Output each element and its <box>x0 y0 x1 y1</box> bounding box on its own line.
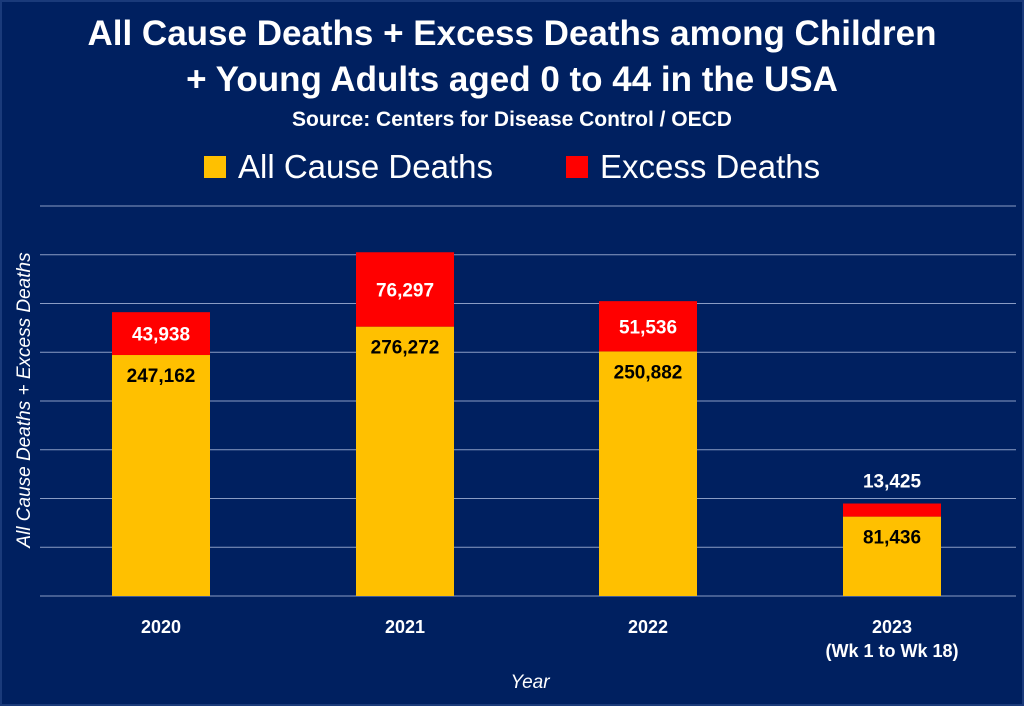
bar-excess-2021 <box>356 252 454 327</box>
data-label-all-cause-2022: 250,882 <box>614 362 683 383</box>
legend-label-excess: Excess Deaths <box>600 148 821 185</box>
chart-legend: All Cause Deaths Excess Deaths <box>0 148 1024 190</box>
x-tick-sublabel-2023: (Wk 1 to Wk 18) <box>825 641 958 661</box>
x-axis-label: Year <box>510 672 550 693</box>
x-tick-label-2020: 2020 <box>141 617 181 637</box>
legend-item-excess: Excess Deaths <box>566 148 820 186</box>
data-label-excess-2021: 76,297 <box>376 280 434 301</box>
bar-all-cause-2020 <box>112 355 210 596</box>
chart-title-line-1: All Cause Deaths + Excess Deaths among C… <box>87 14 937 53</box>
data-label-all-cause-2020: 247,162 <box>127 366 196 387</box>
bar-excess-2020 <box>112 312 210 356</box>
data-label-all-cause-2023: 81,436 <box>863 528 921 549</box>
legend-swatch-excess <box>566 156 588 178</box>
data-label-excess-2020: 43,938 <box>132 325 190 346</box>
data-label-excess-2023: 13,425 <box>863 472 922 493</box>
x-tick-label-2023: 2023 <box>872 617 912 637</box>
legend-item-all-cause: All Cause Deaths <box>204 148 493 186</box>
bar-all-cause-2023 <box>843 516 941 596</box>
legend-swatch-all-cause <box>204 156 226 178</box>
chart-subtitle: Source: Centers for Disease Control / OE… <box>292 108 732 131</box>
x-tick-label-2021: 2021 <box>385 617 425 637</box>
y-axis-label: All Cause Deaths + Excess Deaths <box>14 252 35 548</box>
bar-excess-2022 <box>599 301 697 352</box>
chart-title-line-2: + Young Adults aged 0 to 44 in the USA <box>186 60 838 99</box>
data-label-excess-2022: 51,536 <box>619 317 677 338</box>
bar-excess-2023 <box>843 503 941 517</box>
legend-label-all-cause: All Cause Deaths <box>238 148 493 185</box>
x-tick-label-2022: 2022 <box>628 617 668 637</box>
bar-all-cause-2022 <box>599 351 697 596</box>
bar-all-cause-2021 <box>356 326 454 596</box>
data-label-all-cause-2021: 276,272 <box>371 338 440 359</box>
